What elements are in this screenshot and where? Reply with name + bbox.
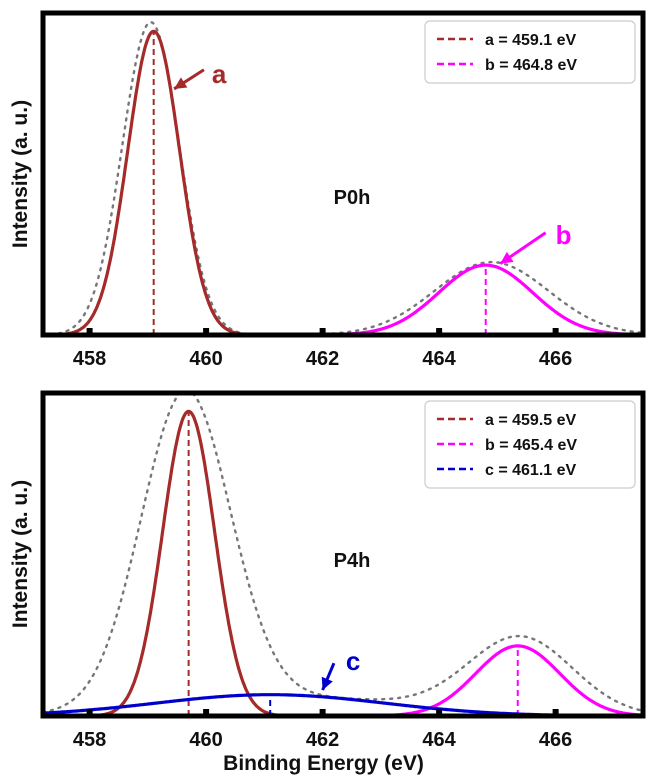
legend: a = 459.5 eV b = 465.4 eV c = 461.1 eV — [424, 400, 636, 489]
x-tick-mark — [86, 328, 93, 335]
x-tick-label: 464 — [422, 348, 456, 370]
legend-entry-c: c = 461.1 eV — [485, 462, 577, 479]
y-axis-label: Intensity (a. u.) — [9, 480, 32, 628]
legend: a = 459.1 eV b = 464.8 eV — [424, 20, 636, 84]
x-tick-mark — [436, 328, 443, 335]
annotation-c-label: c — [346, 646, 360, 676]
x-tick-mark — [203, 709, 210, 716]
x-tick-label: 458 — [73, 729, 106, 751]
legend-box — [424, 400, 636, 489]
annotation-c-arrowhead — [321, 676, 333, 691]
x-tick-label: 458 — [73, 348, 106, 370]
x-tick-mark — [436, 709, 443, 716]
legend-entry-a: a = 459.1 eV — [485, 32, 577, 49]
x-tick-mark — [552, 709, 559, 716]
plot-frame — [40, 390, 646, 719]
plot-frame — [40, 10, 646, 338]
panel-label: P4h — [334, 550, 371, 572]
x-tick-mark — [319, 709, 326, 716]
annotation-a-label: a — [212, 59, 227, 89]
x-tick-mark — [552, 328, 559, 335]
x-tick-label: 466 — [539, 729, 572, 751]
annotation-b-label: b — [556, 220, 572, 250]
x-tick-label: 460 — [189, 729, 222, 751]
shared-x-axis-label: Binding Energy (eV) — [223, 752, 424, 775]
x-tick-mark — [86, 709, 93, 716]
x-tick-label: 466 — [539, 348, 572, 370]
legend-entry-b: b = 465.4 eV — [485, 437, 577, 454]
panel-label: P0h — [334, 187, 371, 209]
x-tick-mark — [203, 328, 210, 335]
x-tick-label: 462 — [306, 729, 339, 751]
legend-entry-b: b = 464.8 eV — [485, 57, 577, 74]
panel-p0h: 458 460 462 464 466 Intensity (a. u.) P0h a = 4… — [9, 10, 646, 370]
x-tick-label: 464 — [422, 729, 456, 751]
x-tick-label: 460 — [189, 348, 222, 370]
peak-b-curve — [241, 263, 643, 335]
panel-p4h: 458 460 462 464 466 Intensity (a. u.) P4h a = 4… — [9, 390, 646, 751]
annotation-b-arrowhead — [500, 251, 514, 264]
x-tick-label: 462 — [306, 348, 339, 370]
legend-entry-a: a = 459.5 eV — [485, 412, 577, 429]
annotation-a-arrowhead — [174, 77, 188, 89]
x-tick-mark — [319, 328, 326, 335]
y-axis-label: Intensity (a. u.) — [9, 100, 32, 248]
legend-box — [424, 20, 636, 84]
